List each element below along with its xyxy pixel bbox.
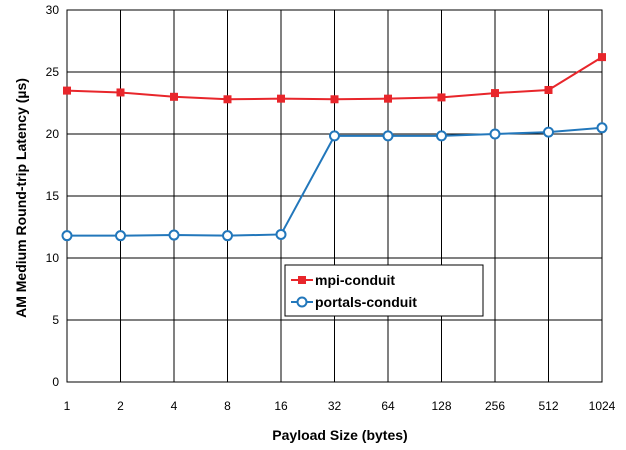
data-point-mpi-conduit: [384, 94, 392, 103]
data-point-mpi-conduit: [437, 93, 446, 102]
x-tick-label: 32: [328, 399, 342, 413]
data-point-portals-conduit: [543, 126, 554, 138]
data-point-portals-conduit: [489, 128, 501, 140]
x-tick-label: 2: [117, 399, 124, 413]
x-tick-labels: 1 2 4 8 16 32 64 128 256 512 1024: [64, 399, 616, 413]
x-axis-title: Payload Size (bytes): [272, 427, 407, 443]
data-point-mpi-conduit: [277, 94, 285, 103]
legend-marker-portals-conduit: [296, 296, 308, 308]
legend-box: [284, 264, 484, 317]
data-point-portals-conduit: [275, 228, 287, 240]
data-point-portals-conduit: [168, 229, 180, 241]
y-tick-label: 25: [46, 65, 60, 79]
plot-area-border: [66, 9, 603, 383]
x-tick-label: 1: [64, 399, 71, 413]
legend: mpi-conduit portals-conduit: [284, 264, 484, 317]
series-mpi-conduit: [63, 53, 606, 104]
data-point-portals-conduit: [382, 130, 394, 142]
data-point-mpi-conduit: [223, 95, 232, 104]
x-tick-label: 128: [431, 399, 451, 413]
data-point-portals-conduit: [436, 130, 447, 142]
x-tick-label: 512: [538, 399, 558, 413]
y-tick-labels: 0 5 10 15 20 25 30: [46, 3, 60, 389]
y-tick-label: 15: [46, 189, 60, 203]
series-lines: [61, 53, 608, 242]
data-point-mpi-conduit: [491, 89, 499, 98]
data-point-mpi-conduit: [544, 85, 553, 94]
data-point-mpi-conduit: [116, 88, 125, 97]
x-tick-label: 64: [381, 399, 395, 413]
y-tick-label: 20: [46, 127, 60, 141]
data-point-mpi-conduit: [63, 86, 71, 95]
legend-label-mpi-conduit: mpi-conduit: [315, 272, 395, 288]
y-tick-label: 30: [46, 3, 60, 17]
y-axis-title: AM Medium Round-trip Latency (µs): [13, 78, 29, 318]
y-tick-label: 5: [52, 313, 59, 327]
data-point-mpi-conduit: [598, 53, 606, 62]
data-point-mpi-conduit: [170, 92, 178, 101]
data-point-portals-conduit: [61, 230, 73, 242]
data-point-portals-conduit: [115, 230, 126, 242]
y-tick-label: 10: [46, 251, 60, 265]
data-point-portals-conduit: [596, 122, 608, 134]
y-tick-label: 0: [52, 375, 59, 389]
data-point-mpi-conduit: [330, 95, 339, 104]
x-tick-label: 16: [274, 399, 288, 413]
x-tick-label: 8: [224, 399, 231, 413]
x-tick-label: 256: [485, 399, 505, 413]
data-point-portals-conduit: [222, 230, 233, 242]
gridlines: [66, 9, 603, 383]
x-tick-label: 4: [171, 399, 178, 413]
legend-marker-mpi-conduit: [298, 276, 306, 284]
legend-label-portals-conduit: portals-conduit: [315, 294, 417, 310]
x-tick-label: 1024: [589, 399, 616, 413]
data-point-portals-conduit: [329, 130, 340, 142]
series-portals-conduit: [61, 122, 608, 242]
